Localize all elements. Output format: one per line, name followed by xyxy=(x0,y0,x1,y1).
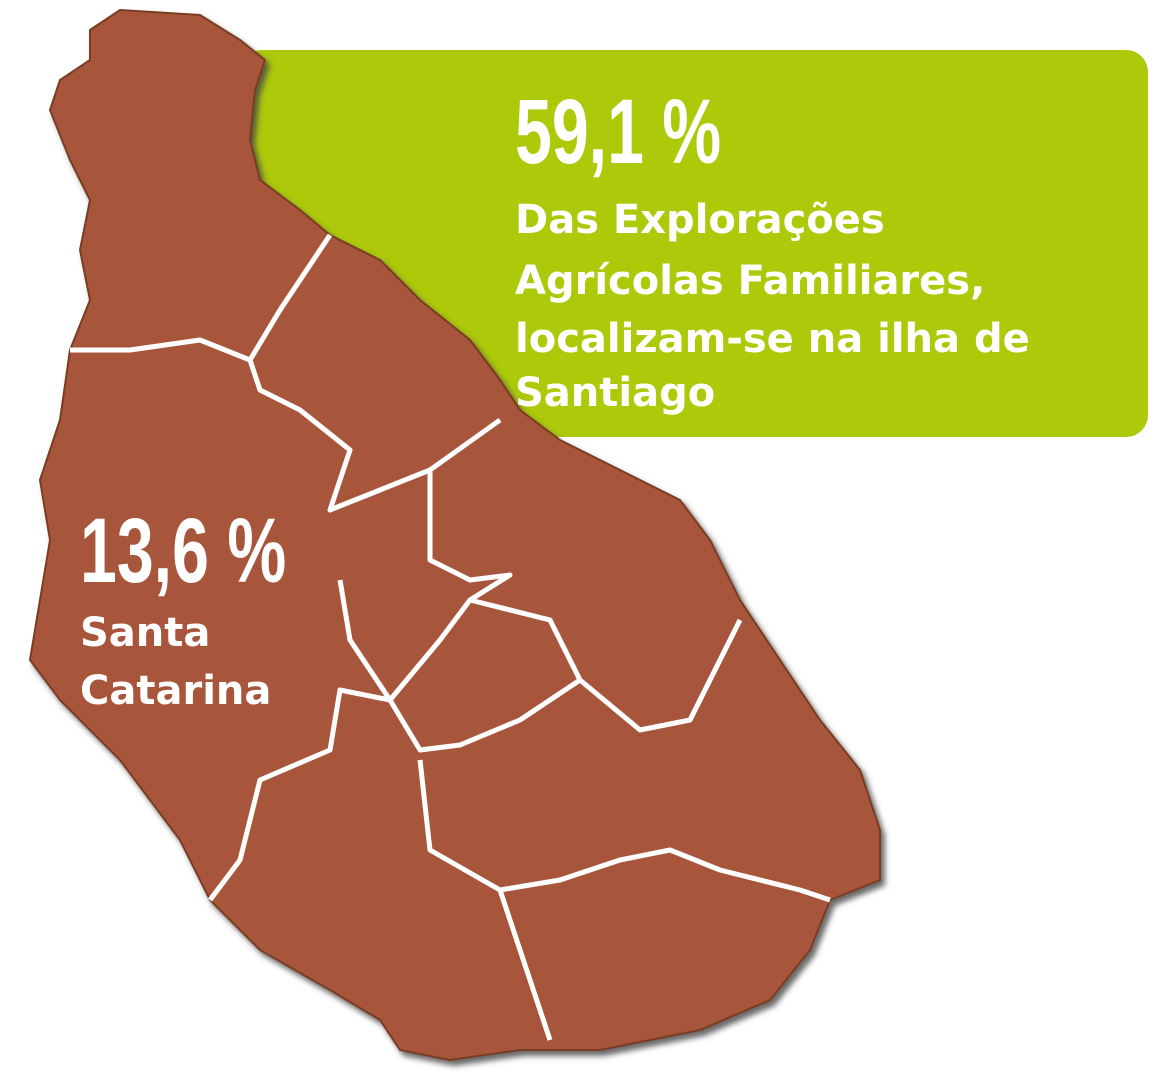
boundary xyxy=(497,889,553,1041)
island xyxy=(28,8,881,1062)
boundary xyxy=(337,579,393,702)
callout-line: Das Explorações xyxy=(515,197,885,243)
boundary xyxy=(247,359,502,513)
region-line: Santa xyxy=(80,610,210,656)
callout-line: localizam-se na ilha de xyxy=(515,316,1030,362)
region-line: Catarina xyxy=(80,668,271,714)
boundaries xyxy=(70,233,831,1041)
callout-line: Agrícolas Familiares, xyxy=(515,258,985,304)
boundary xyxy=(469,597,743,733)
boundary xyxy=(70,233,333,363)
boundary xyxy=(417,759,831,903)
region-percent: 13,6 % xyxy=(80,498,286,601)
boundary xyxy=(208,470,513,902)
boundary xyxy=(387,677,582,753)
callout-line: Santiago xyxy=(515,370,715,416)
callout-percent: 59,1 % xyxy=(515,79,721,182)
